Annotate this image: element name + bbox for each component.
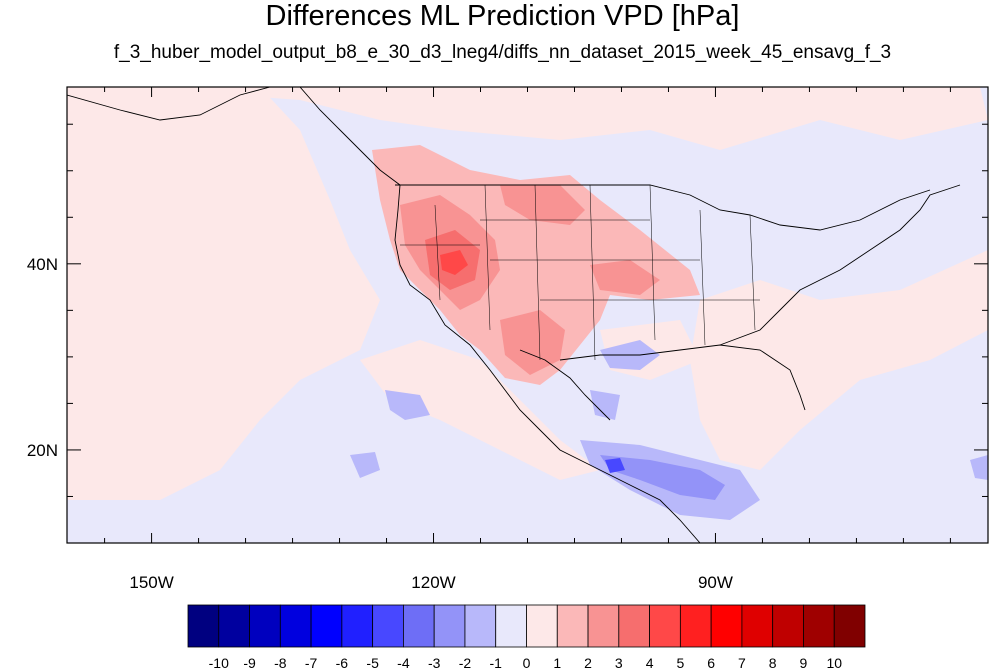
colorbar-label: -5 bbox=[366, 655, 379, 671]
colorbar-label: -2 bbox=[459, 655, 472, 671]
lon-tick-label: 150W bbox=[129, 573, 173, 592]
colorbar-box bbox=[403, 604, 435, 648]
colorbar-label: 6 bbox=[707, 655, 715, 671]
colorbar-box bbox=[772, 604, 804, 648]
colorbar-label: 1 bbox=[553, 655, 561, 671]
colorbar-box bbox=[310, 604, 343, 648]
colorbar-box bbox=[187, 604, 220, 648]
positive-max-region bbox=[440, 250, 468, 275]
colorbar-label: 0 bbox=[523, 655, 531, 671]
colorbar-label: 4 bbox=[646, 655, 654, 671]
colorbar-box bbox=[649, 604, 681, 648]
colorbar-box bbox=[741, 604, 774, 648]
colorbar-label: -10 bbox=[209, 655, 229, 671]
colorbar-label: 5 bbox=[676, 655, 684, 671]
negative-moderate-regions bbox=[600, 455, 725, 500]
axis-ticks bbox=[67, 87, 988, 543]
colorbar-label: -7 bbox=[305, 655, 318, 671]
colorbar-box bbox=[526, 604, 558, 648]
colorbar-box bbox=[679, 604, 712, 648]
colorbar-box bbox=[433, 604, 466, 648]
map-title: Differences ML Prediction VPD [hPa] bbox=[265, 0, 740, 32]
negative-peak-region bbox=[605, 458, 625, 473]
coastlines bbox=[67, 87, 961, 543]
colorbar-label: 3 bbox=[615, 655, 623, 671]
colorbar-box bbox=[710, 604, 743, 648]
vpd-difference-field bbox=[67, 87, 988, 543]
colorbar-box bbox=[464, 604, 497, 648]
lat-tick-label: 20N bbox=[27, 441, 58, 460]
colorbar-label: -6 bbox=[336, 655, 349, 671]
lon-tick-label: 120W bbox=[411, 573, 455, 592]
colorbar-box bbox=[249, 604, 281, 648]
colorbar bbox=[187, 604, 866, 648]
colorbar-box bbox=[803, 604, 835, 648]
map-subtitle: f_3_huber_model_output_b8_e_30_d3_lneg4/… bbox=[113, 42, 892, 63]
colorbar-labels: -10 -9 -8 -7 -6 -5 -4 -3 -2 -1 0 1 2 3 4 5 6 7 8 9 10 bbox=[209, 655, 843, 671]
colorbar-box bbox=[556, 604, 589, 648]
colorbar-box bbox=[587, 604, 620, 648]
colorbar-label: 2 bbox=[584, 655, 592, 671]
colorbar-label: -1 bbox=[490, 655, 503, 671]
colorbar-label: 8 bbox=[769, 655, 777, 671]
colorbar-label: 9 bbox=[800, 655, 808, 671]
colorbar-label: 10 bbox=[826, 655, 842, 671]
colorbar-box bbox=[279, 604, 312, 648]
colorbar-box bbox=[618, 604, 650, 648]
colorbar-label: -9 bbox=[243, 655, 256, 671]
colorbar-box bbox=[495, 604, 527, 648]
colorbar-label: -8 bbox=[274, 655, 287, 671]
positive-light-regions bbox=[67, 87, 988, 500]
lat-tick-label: 40N bbox=[27, 255, 58, 274]
colorbar-label: 7 bbox=[738, 655, 746, 671]
colorbar-box bbox=[372, 604, 404, 648]
colorbar-box bbox=[341, 604, 374, 648]
colorbar-box bbox=[833, 604, 866, 648]
colorbar-box bbox=[218, 604, 250, 648]
colorbar-label: -4 bbox=[397, 655, 410, 671]
axis-tick-labels: 150W 120W 90W 40N 20N bbox=[27, 255, 733, 592]
colorbar-label: -3 bbox=[428, 655, 441, 671]
state-borders bbox=[400, 184, 760, 361]
lon-tick-label: 90W bbox=[698, 573, 733, 592]
